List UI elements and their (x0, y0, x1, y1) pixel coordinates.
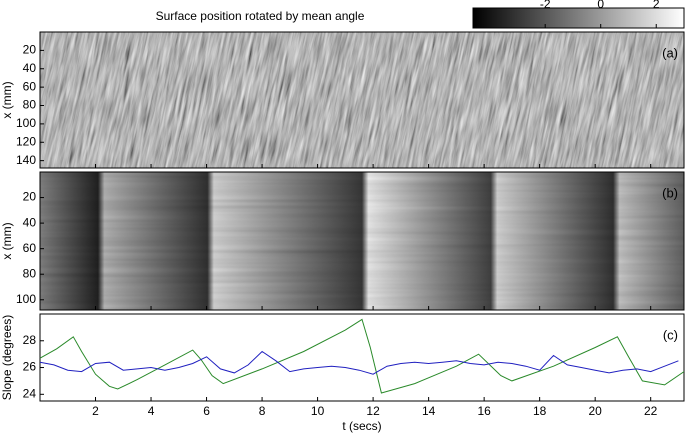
line-series (39, 318, 685, 394)
y-tick-label: 40 (23, 61, 37, 75)
y-tick-label: 120 (16, 134, 36, 148)
x-tick-label: 16 (477, 404, 491, 418)
y-tick-label: 20 (23, 190, 37, 204)
y-tick-label: 26 (23, 360, 37, 374)
x-tick-label: 12 (366, 404, 380, 418)
y-tick-label: 20 (23, 43, 37, 57)
x-tick-label: 22 (644, 404, 658, 418)
x-tick-label: 18 (533, 404, 547, 418)
x-tick-label: 10 (311, 404, 325, 418)
frame (39, 31, 685, 169)
y-tick-label: 40 (23, 215, 37, 229)
y-tick-label: 80 (23, 266, 37, 280)
colorbar-tick-label: 0 (597, 0, 604, 11)
x-tick-label: 6 (203, 404, 210, 418)
colorbar-tick-label: 2 (653, 0, 660, 11)
title: Surface position rotated by mean angle (156, 9, 365, 23)
y-axis-label: x (mm) (0, 222, 14, 259)
x-tick-label: 14 (422, 404, 436, 418)
frame (39, 171, 685, 311)
y-tick-label: 100 (16, 292, 36, 306)
y-tick-label: 28 (23, 333, 37, 347)
colorbar-tick-label: -2 (540, 0, 551, 11)
frame (39, 313, 685, 402)
x-tick-label: 2 (92, 404, 99, 418)
heatmap-b (40, 172, 684, 310)
panel-label: (c) (663, 327, 678, 342)
y-tick-label: 24 (23, 386, 37, 400)
y-axis-label: x (mm) (0, 81, 14, 118)
heatmap-a (40, 32, 684, 168)
y-axis-label: Slope (degrees) (0, 315, 14, 400)
panel-label: (a) (662, 45, 678, 60)
line-series (39, 350, 679, 375)
x-axis-label: t (secs) (342, 419, 381, 433)
x-tick-label: 20 (588, 404, 602, 418)
y-tick-label: 140 (16, 153, 36, 167)
x-tick-label: 4 (148, 404, 155, 418)
x-tick-label: 8 (259, 404, 266, 418)
y-tick-label: 100 (16, 116, 36, 130)
y-tick-label: 80 (23, 98, 37, 112)
colorbar (472, 7, 685, 29)
y-tick-label: 60 (23, 241, 37, 255)
y-tick-label: 60 (23, 79, 37, 93)
panel-label: (b) (662, 185, 678, 200)
